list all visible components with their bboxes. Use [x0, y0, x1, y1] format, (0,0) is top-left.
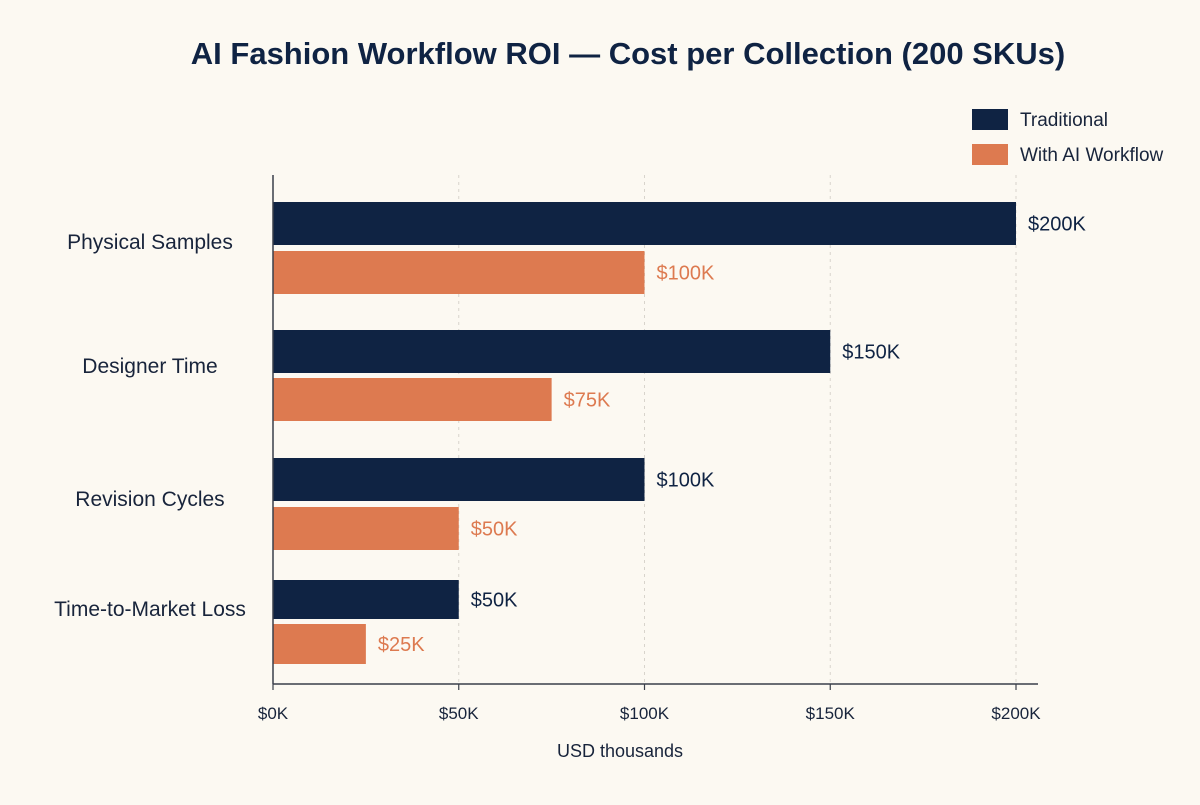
legend-label-traditional: Traditional [1020, 110, 1108, 131]
value-label-traditional-physical-samples: $200K [1028, 214, 1086, 236]
bars [273, 202, 1016, 664]
value-label-with-ai-workflow-time-to-market-loss: $25K [378, 634, 425, 656]
x-axis-title: USD thousands [557, 741, 683, 761]
value-label-traditional-revision-cycles: $100K [657, 470, 715, 492]
x-tick-label-100k: $100K [620, 704, 670, 723]
bar-with-ai-workflow-revision-cycles [273, 507, 459, 550]
axes [272, 175, 1038, 690]
chart-title: AI Fashion Workflow ROI — Cost per Colle… [191, 36, 1065, 71]
value-label-traditional-time-to-market-loss: $50K [471, 590, 518, 612]
legend-swatch-ai-workflow [972, 144, 1008, 165]
value-label-with-ai-workflow-physical-samples: $100K [657, 263, 715, 285]
bar-with-ai-workflow-designer-time [273, 378, 552, 421]
category-label-designer-time: Designer Time [82, 355, 217, 378]
bar-with-ai-workflow-time-to-market-loss [273, 624, 366, 664]
x-tick-labels: $0K $50K $100K $150K $200K [258, 704, 1041, 723]
bar-traditional-designer-time [273, 330, 831, 373]
value-labels: $200K $100K $150K $75K $100K $50K $50K $25K [378, 214, 1087, 657]
bar-traditional-time-to-market-loss [273, 580, 459, 619]
value-label-with-ai-workflow-revision-cycles: $50K [471, 519, 518, 541]
value-label-traditional-designer-time: $150K [842, 342, 900, 364]
bar-traditional-revision-cycles [273, 458, 645, 501]
x-tick-label-50k: $50K [439, 704, 479, 723]
category-labels: Physical Samples Designer Time Revision Cy… [54, 231, 246, 621]
legend-label-ai-workflow: With AI Workflow [1020, 145, 1164, 166]
legend-swatch-traditional [972, 109, 1008, 130]
category-label-physical-samples: Physical Samples [67, 231, 233, 254]
x-tick-label-150k: $150K [806, 704, 856, 723]
x-tick-label-0k: $0K [258, 704, 289, 723]
legend: Traditional With AI Workflow [972, 109, 1164, 166]
x-tick-label-200k: $200K [991, 704, 1041, 723]
bar-traditional-physical-samples [273, 202, 1016, 245]
value-label-with-ai-workflow-designer-time: $75K [564, 390, 611, 412]
bar-with-ai-workflow-physical-samples [273, 251, 645, 294]
category-label-time-to-market-loss: Time-to-Market Loss [54, 598, 246, 621]
category-label-revision-cycles: Revision Cycles [75, 488, 224, 511]
